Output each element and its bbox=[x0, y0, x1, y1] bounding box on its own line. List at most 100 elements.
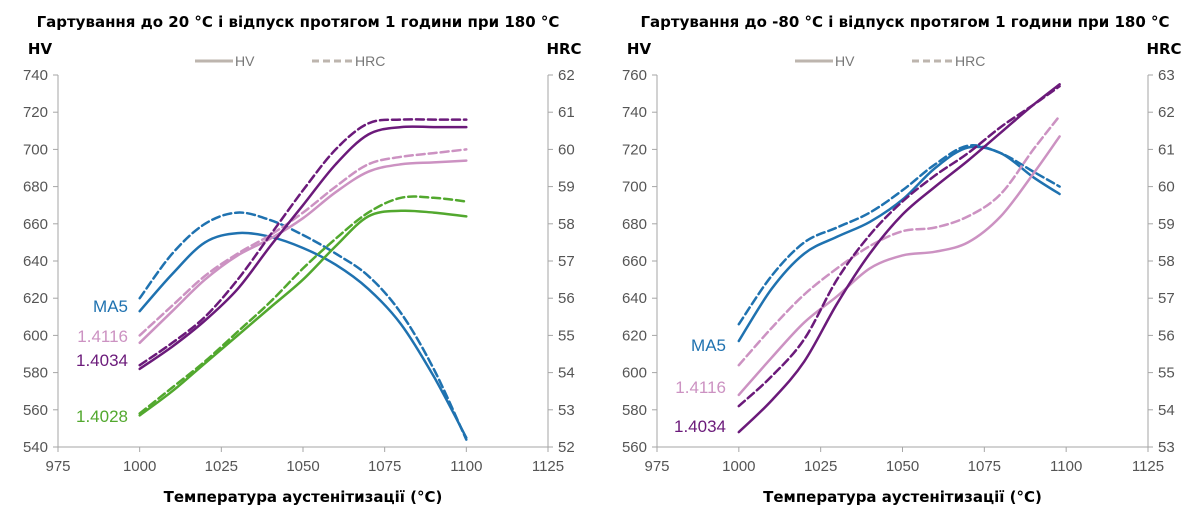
y-tick-label: 680 bbox=[23, 179, 48, 196]
series-MA5: MA5 bbox=[93, 211, 468, 441]
y2-tick-label: 59 bbox=[558, 179, 575, 196]
series-1.4034: 1.4034 bbox=[76, 118, 468, 371]
y2-axis-unit-hrc: HRC bbox=[546, 40, 581, 58]
series-line-hv bbox=[138, 231, 468, 439]
y-tick-label: 600 bbox=[622, 365, 647, 382]
y2-tick-label: 57 bbox=[558, 253, 575, 270]
series-1.4034: 1.4034 bbox=[674, 83, 1061, 436]
y-tick-label: 560 bbox=[23, 402, 48, 419]
series-label: 1.4116 bbox=[675, 378, 726, 397]
y-tick-label: 740 bbox=[23, 67, 48, 84]
y-axis-unit-hv: HV bbox=[28, 40, 53, 58]
y2-tick-label: 61 bbox=[558, 104, 575, 121]
x-tick-label: 1075 bbox=[968, 458, 1001, 475]
y-tick-label: 720 bbox=[23, 104, 48, 121]
x-axis-title: Температура аустенітизації (°C) bbox=[763, 488, 1042, 506]
chart-panel-2: Гартування до -80 °C і відпуск протягом … bbox=[622, 13, 1182, 506]
x-tick-label: 1000 bbox=[123, 458, 156, 475]
y2-tick-label: 61 bbox=[1158, 141, 1175, 158]
y2-tick-label: 60 bbox=[1158, 179, 1175, 196]
series-label: MA5 bbox=[93, 297, 128, 316]
y-tick-label: 580 bbox=[622, 402, 647, 419]
x-tick-label: 1025 bbox=[804, 458, 837, 475]
y2-tick-label: 54 bbox=[1158, 402, 1175, 419]
chart-panel-1: Гартування до 20 °C і відпуск протягом 1… bbox=[23, 13, 582, 506]
y2-tick-label: 54 bbox=[558, 365, 575, 382]
x-axis-title: Температура аустенітизації (°C) bbox=[164, 488, 443, 506]
y-axis-unit-hv: HV bbox=[627, 40, 652, 58]
y-tick-label: 640 bbox=[622, 290, 647, 307]
series-label: 1.4034 bbox=[76, 351, 128, 370]
legend-hrc-label: HRC bbox=[955, 53, 985, 69]
y2-tick-label: 55 bbox=[1158, 365, 1175, 382]
series-line-hrc bbox=[737, 144, 1061, 326]
y2-tick-label: 52 bbox=[558, 439, 575, 456]
y-tick-label: 760 bbox=[622, 67, 647, 84]
x-tick-label: 1125 bbox=[532, 458, 564, 475]
x-tick-label: 1100 bbox=[1050, 458, 1082, 475]
y2-tick-label: 53 bbox=[1158, 439, 1175, 456]
x-tick-label: 1000 bbox=[722, 458, 755, 475]
series-1.4028: 1.4028 bbox=[76, 195, 468, 426]
x-tick-label: 975 bbox=[45, 458, 70, 475]
y-tick-label: 620 bbox=[23, 290, 48, 307]
x-tick-label: 1125 bbox=[1132, 458, 1164, 475]
y-tick-label: 660 bbox=[622, 253, 647, 270]
series-1.4116: 1.4116 bbox=[77, 148, 468, 346]
chart-legend: HV HRC bbox=[795, 53, 985, 69]
series-label: MA5 bbox=[691, 336, 726, 355]
series-label: 1.4028 bbox=[76, 407, 128, 426]
series-MA5: MA5 bbox=[691, 144, 1061, 355]
series-line-hv bbox=[138, 209, 468, 417]
chart-title: Гартування до 20 °C і відпуск протягом 1… bbox=[37, 13, 560, 31]
y2-tick-label: 55 bbox=[558, 327, 575, 344]
series-line-hv bbox=[737, 135, 1061, 397]
y2-tick-label: 63 bbox=[1158, 67, 1175, 84]
y-tick-label: 580 bbox=[23, 365, 48, 382]
y2-tick-label: 56 bbox=[1158, 327, 1175, 344]
x-tick-label: 975 bbox=[644, 458, 669, 475]
y-tick-label: 540 bbox=[23, 439, 48, 456]
y2-tick-label: 62 bbox=[558, 67, 575, 84]
y2-tick-label: 57 bbox=[1158, 290, 1175, 307]
y2-tick-label: 56 bbox=[558, 290, 575, 307]
y2-tick-label: 58 bbox=[1158, 253, 1175, 270]
series-line-hrc bbox=[138, 118, 468, 367]
y-tick-label: 600 bbox=[23, 327, 48, 344]
series-line-hrc bbox=[737, 114, 1061, 367]
y-tick-label: 640 bbox=[23, 253, 48, 270]
series-line-hv bbox=[138, 125, 468, 371]
series-1.4116: 1.4116 bbox=[675, 114, 1061, 397]
x-tick-label: 1050 bbox=[286, 458, 319, 475]
series-line-hrc bbox=[138, 195, 468, 415]
y-tick-label: 720 bbox=[622, 141, 647, 158]
series-line-hv bbox=[737, 145, 1061, 343]
y2-tick-label: 53 bbox=[558, 402, 575, 419]
legend-hv-label: HV bbox=[835, 53, 855, 69]
x-tick-label: 1025 bbox=[205, 458, 238, 475]
y2-tick-label: 60 bbox=[558, 141, 575, 158]
y2-tick-label: 59 bbox=[1158, 216, 1175, 233]
series-label: 1.4116 bbox=[77, 327, 128, 346]
legend-hv-label: HV bbox=[235, 53, 255, 69]
y-tick-label: 740 bbox=[622, 104, 647, 121]
x-tick-label: 1075 bbox=[368, 458, 401, 475]
chart-title: Гартування до -80 °C і відпуск протягом … bbox=[640, 13, 1169, 31]
legend-hrc-label: HRC bbox=[355, 53, 385, 69]
y-tick-label: 700 bbox=[622, 179, 647, 196]
series-line-hv bbox=[138, 159, 468, 345]
y-tick-label: 620 bbox=[622, 327, 647, 344]
y-tick-label: 700 bbox=[23, 141, 48, 158]
y2-axis-unit-hrc: HRC bbox=[1146, 40, 1181, 58]
x-tick-label: 1100 bbox=[450, 458, 482, 475]
y2-tick-label: 58 bbox=[558, 216, 575, 233]
y-tick-label: 660 bbox=[23, 216, 48, 233]
series-line-hrc bbox=[737, 84, 1061, 408]
y-tick-label: 680 bbox=[622, 216, 647, 233]
series-line-hrc bbox=[138, 211, 468, 441]
y-tick-label: 560 bbox=[622, 439, 647, 456]
series-label: 1.4034 bbox=[674, 417, 726, 436]
chart-legend: HV HRC bbox=[195, 53, 385, 69]
series-line-hrc bbox=[138, 148, 468, 337]
